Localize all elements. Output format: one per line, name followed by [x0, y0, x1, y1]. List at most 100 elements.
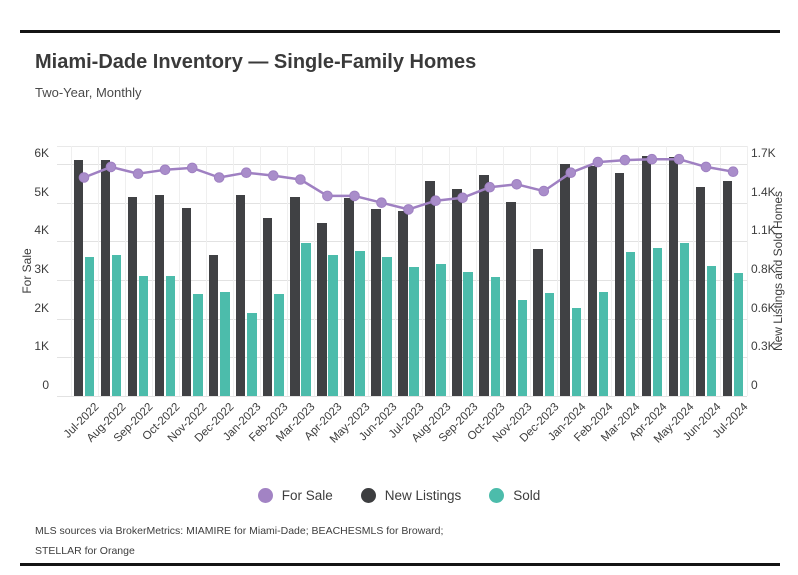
- bar-new-listings: [100, 159, 111, 396]
- chart-title: Miami-Dade Inventory — Single-Family Hom…: [35, 51, 477, 73]
- for-sale-point: [376, 197, 387, 209]
- bar-new-listings: [560, 164, 570, 396]
- bar-sold: [111, 254, 122, 396]
- legend-label: New Listings: [384, 488, 462, 503]
- bar-sold: [220, 292, 230, 396]
- for-sale-point: [349, 190, 360, 202]
- bar-new-listings: [722, 181, 733, 396]
- footer-source-line1: MLS sources via BrokerMetrics: MIAMIRE f…: [35, 525, 444, 537]
- bar-new-listings: [506, 201, 516, 396]
- bar-new-listings: [614, 172, 625, 396]
- vertical-gridline: [368, 146, 369, 396]
- bar-sold: [706, 266, 717, 396]
- left-axis-tick: 5K: [34, 184, 49, 199]
- bar-sold: [463, 271, 473, 396]
- bar-new-listings: [154, 194, 165, 396]
- for-sale-point: [78, 172, 90, 183]
- bar-new-listings: [479, 174, 489, 396]
- bar-new-listings: [587, 166, 598, 396]
- for-sale-point: [159, 164, 171, 176]
- footer-source-line2: STELLAR for Orange: [35, 545, 135, 557]
- for-sale-point: [727, 166, 739, 178]
- vertical-gridline: [340, 146, 342, 396]
- legend-item-for-sale: For Sale: [257, 488, 333, 503]
- bar-sold: [274, 294, 284, 396]
- bar-sold: [544, 293, 555, 396]
- right-axis-tick: 1.7K: [751, 146, 776, 160]
- bar-new-listings: [290, 197, 300, 396]
- vertical-gridline: [584, 146, 586, 396]
- for-sale-point: [295, 174, 306, 185]
- vertical-gridline: [449, 146, 451, 396]
- left-axis-tick: 2K: [34, 300, 49, 315]
- for-sale-point: [538, 185, 550, 197]
- for-sale-point: [403, 204, 414, 215]
- bar-sold: [733, 272, 744, 396]
- vertical-gridline: [611, 146, 613, 396]
- bar-sold: [571, 308, 582, 396]
- vertical-gridline: [178, 146, 180, 396]
- for-sale-point: [132, 168, 144, 180]
- bar-sold: [84, 256, 95, 396]
- bottom-rule: [20, 563, 780, 566]
- right-axis-tick: 1.4K: [751, 184, 776, 199]
- bar-sold: [598, 291, 609, 396]
- bar-sold: [328, 255, 338, 396]
- gridline: [57, 202, 747, 204]
- bar-new-listings: [425, 181, 435, 396]
- bar-sold: [138, 275, 149, 396]
- chart-subtitle: Two-Year, Monthly: [35, 85, 142, 100]
- vertical-gridline: [124, 146, 126, 396]
- bar-sold: [193, 294, 203, 396]
- bar-new-listings: [262, 217, 273, 396]
- vertical-gridline: [746, 146, 748, 396]
- for-sale-point: [646, 153, 658, 165]
- vertical-gridline: [70, 146, 72, 396]
- bar-new-listings: [452, 188, 462, 396]
- bar-sold: [165, 275, 176, 396]
- vertical-gridline: [97, 146, 99, 396]
- bar-sold: [301, 242, 311, 396]
- vertical-gridline: [151, 146, 153, 396]
- for-sale-point: [592, 156, 604, 168]
- right-axis-tick: 1.1K: [751, 223, 776, 238]
- for-sale-point: [268, 170, 279, 181]
- bar-new-listings: [371, 209, 381, 396]
- sold-swatch-icon: [489, 488, 505, 503]
- for-sale-point: [457, 192, 468, 204]
- vertical-gridline: [422, 146, 424, 396]
- left-axis-tick: 1K: [34, 339, 49, 354]
- legend-label: Sold: [513, 488, 541, 503]
- for-sale-point: [186, 162, 198, 174]
- bar-sold: [436, 264, 446, 396]
- for-sale-point: [322, 190, 333, 202]
- bar-sold: [679, 243, 690, 396]
- vertical-gridline: [259, 146, 261, 396]
- right-axis-tick: 0.3K: [751, 339, 776, 354]
- bar-new-listings: [317, 222, 327, 396]
- legend-item-sold: Sold: [489, 488, 540, 503]
- for-sale-point: [565, 167, 577, 179]
- for-sale-point: [511, 179, 523, 190]
- bar-sold: [517, 299, 528, 396]
- bar-sold: [490, 276, 501, 396]
- bar-sold: [382, 256, 392, 396]
- vertical-gridline: [719, 146, 721, 396]
- vertical-gridline: [313, 146, 315, 396]
- bar-sold: [652, 247, 663, 396]
- vertical-gridline: [286, 146, 288, 396]
- plot-top-edge: [57, 146, 747, 147]
- bar-new-listings: [398, 211, 408, 396]
- left-axis-tick: 6K: [34, 146, 49, 160]
- for-sale-point: [430, 195, 441, 207]
- right-axis-tick: 0: [751, 378, 758, 392]
- vertical-gridline: [395, 146, 396, 396]
- gridline: [57, 164, 747, 165]
- bar-new-listings: [344, 198, 354, 396]
- for-sale-point: [241, 167, 252, 179]
- for-sale-point: [673, 153, 685, 165]
- top-rule: [20, 30, 780, 33]
- right-axis-tick: 0.6K: [751, 300, 776, 315]
- for-sale-point: [619, 154, 631, 166]
